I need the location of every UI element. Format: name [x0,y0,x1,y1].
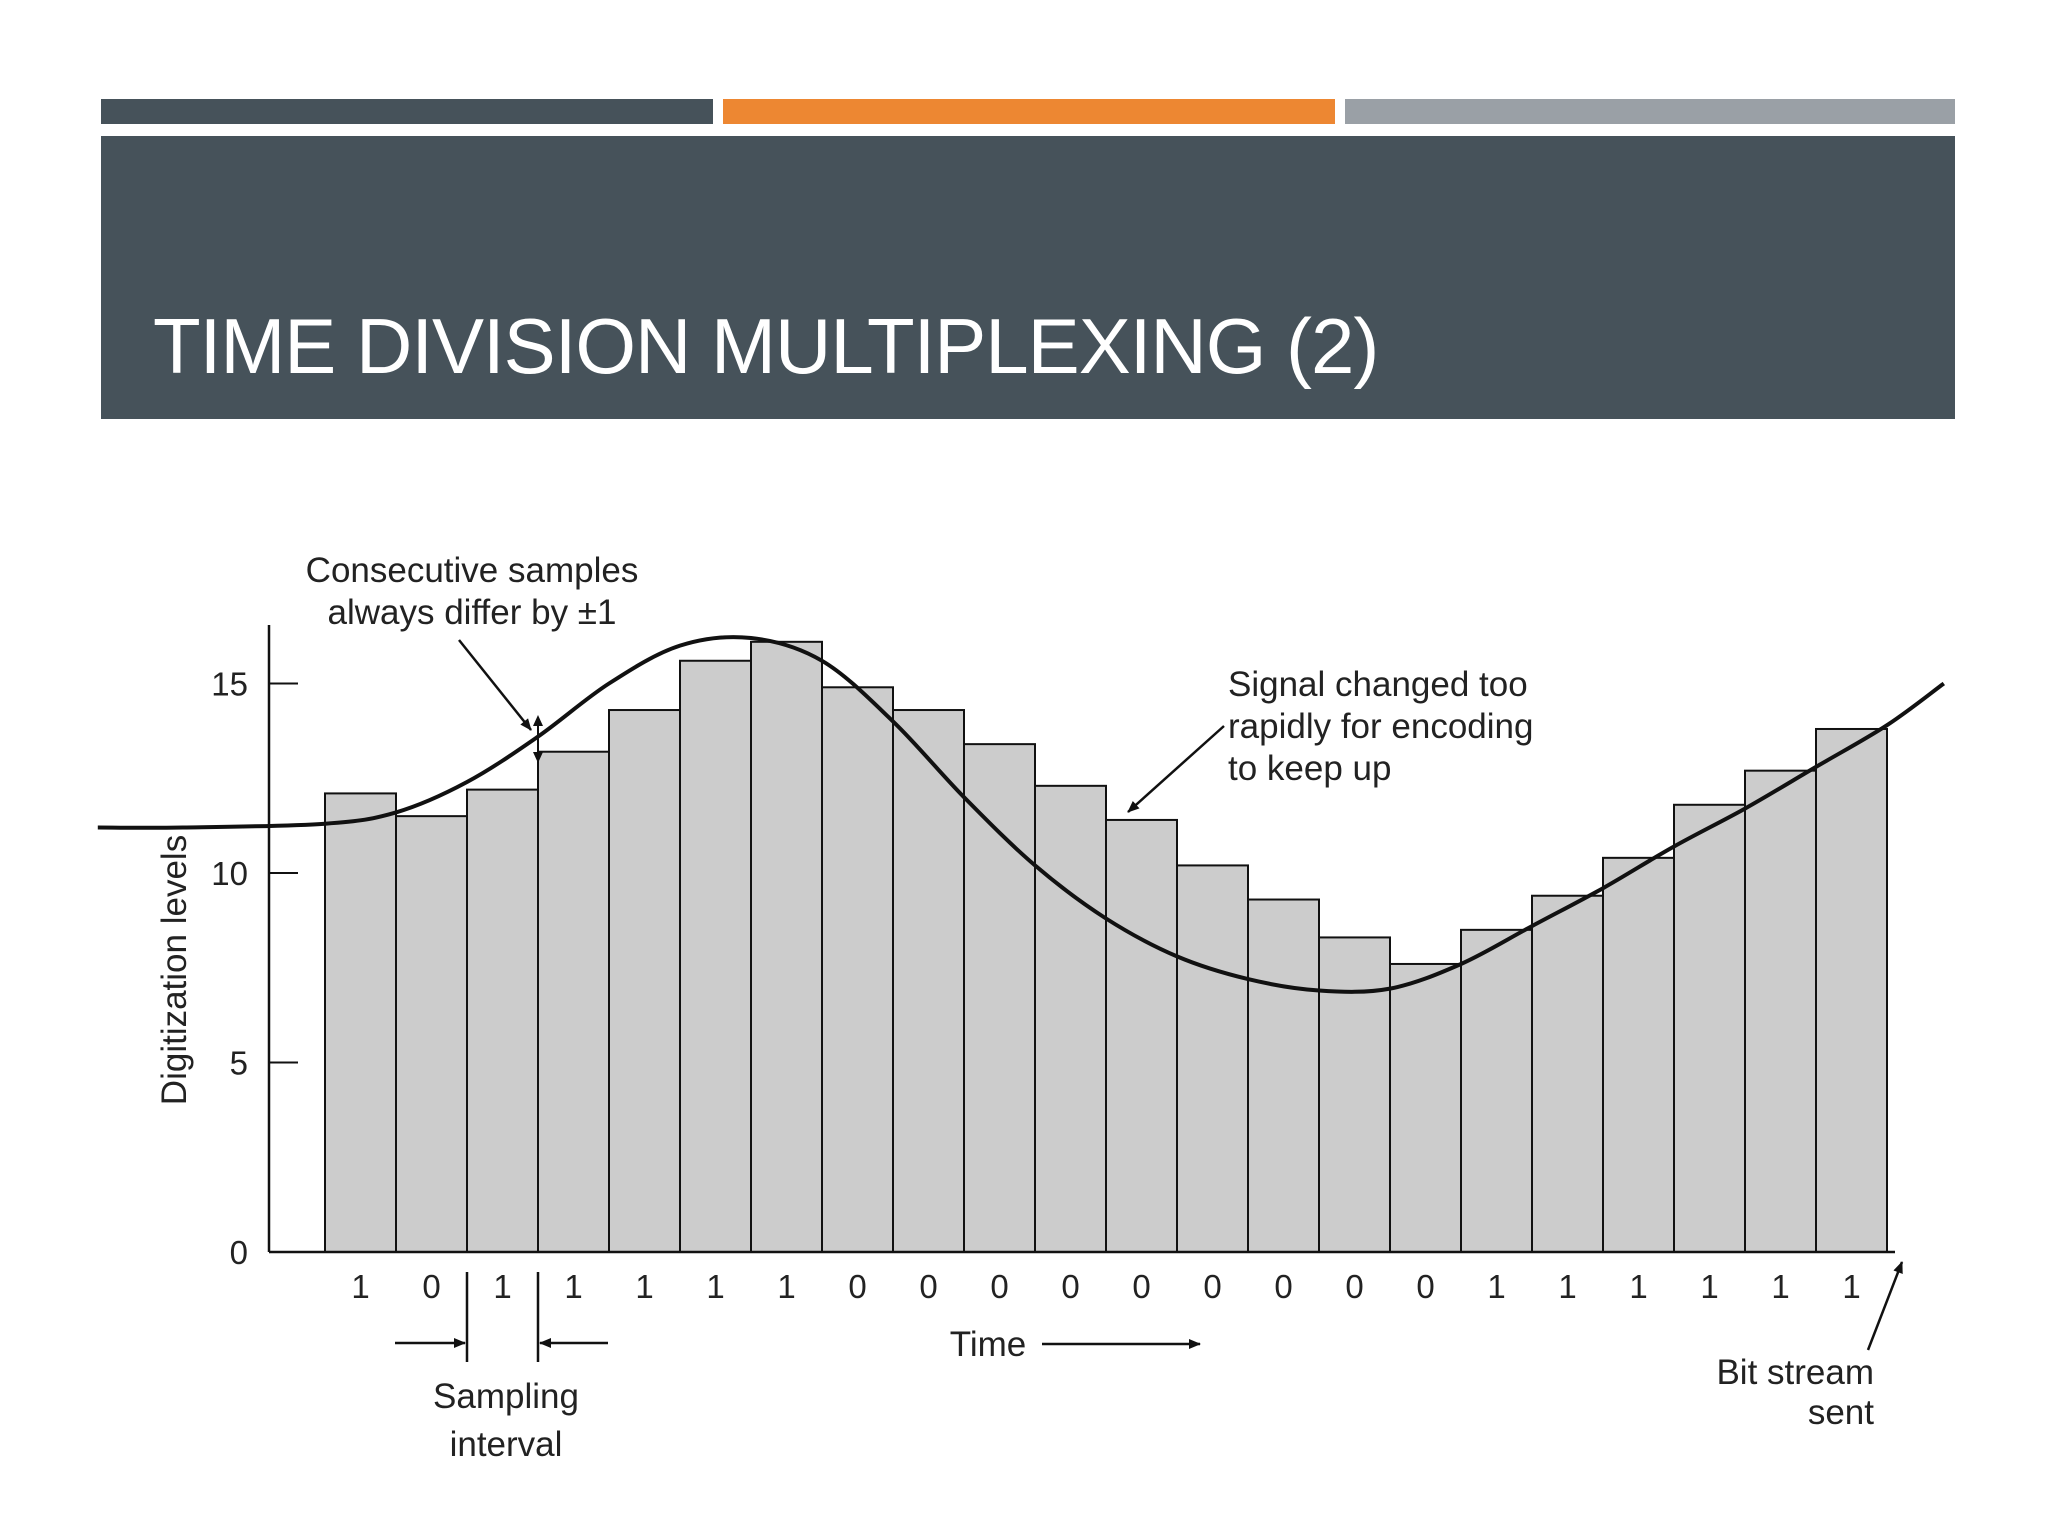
sample-bar [1460,928,1533,1253]
bit-stream-line2: sent [1808,1393,1874,1432]
title-banner: TIME DIVISION MULTIPLEXING (2) [101,136,1955,419]
bit-label: 1 [1629,1268,1647,1305]
sampling-interval-line1: Sampling [433,1377,579,1416]
signal-changed-arrow [1127,725,1225,813]
sample-bar [608,709,681,1253]
consecutive-samples-arrow [458,639,532,731]
signal-changed-line2: rapidly for encoding [1228,707,1533,746]
y-tick-label: 15 [211,666,248,703]
consecutive-samples-line2: always differ by ±1 [328,593,617,632]
bit-label: 1 [564,1268,582,1305]
sample-bar [395,815,468,1254]
bit-label: 0 [422,1268,440,1305]
bit-label: 1 [777,1268,795,1305]
y-tick-label: 0 [230,1234,248,1271]
bit-label: 0 [1345,1268,1363,1305]
sample-bar [1105,818,1178,1253]
bit-label: 0 [1416,1268,1434,1305]
sample-bar [821,686,894,1253]
bit-label: 1 [635,1268,653,1305]
bit-labels: 1 0 1 1 1 1 1 0 0 0 0 0 0 0 0 0 1 1 1 1 1 1 [351,1268,1860,1305]
bit-label: 0 [848,1268,866,1305]
sample-bar [750,640,823,1253]
y-tick-label: 5 [230,1045,248,1082]
sample-bar [1389,962,1462,1254]
bars-layer [324,640,1888,1254]
sample-bar [1673,803,1746,1254]
bit-label: 1 [1771,1268,1789,1305]
sample-bar [1247,898,1320,1254]
bit-label: 0 [1274,1268,1292,1305]
bit-label: 1 [706,1268,724,1305]
bit-label: 1 [1487,1268,1505,1305]
sample-bar [892,709,965,1253]
sample-bar [324,792,397,1253]
accent-bar-gray [1345,99,1955,124]
sample-bar [1602,856,1675,1254]
sample-bar [1531,894,1604,1253]
plus-minus-one-arrows [533,715,543,763]
bit-label: 1 [1700,1268,1718,1305]
bit-label: 1 [493,1268,511,1305]
sample-bar [1176,864,1249,1253]
sample-bar [537,750,610,1253]
sample-bar [679,659,752,1253]
bit-label: 0 [1203,1268,1221,1305]
signal-curve [97,635,1945,994]
sample-bar [466,788,539,1253]
bit-label: 1 [1842,1268,1860,1305]
bit-label: 0 [1132,1268,1150,1305]
sample-bar [1744,769,1817,1253]
signal-changed-line1: Signal changed too [1228,665,1528,704]
accent-bar-orange [723,99,1335,124]
consecutive-samples-line1: Consecutive samples [306,551,639,590]
y-ticks: 0 5 10 15 [211,666,298,1271]
bit-stream-arrow [1866,1261,1904,1351]
signal-changed-line3: to keep up [1228,749,1391,788]
y-axis-label: Digitization levels [155,835,194,1105]
x-axis-label: Time [950,1325,1026,1364]
sample-bar [1034,784,1107,1254]
sample-bar [963,743,1036,1253]
sample-bar [1815,727,1888,1253]
y-tick-label: 10 [211,855,248,892]
bit-label: 0 [919,1268,937,1305]
bit-label: 1 [1558,1268,1576,1305]
bit-label: 1 [351,1268,369,1305]
accent-bar-dark [101,99,713,124]
sample-bar [1318,936,1391,1253]
slide-title: TIME DIVISION MULTIPLEXING (2) [153,302,1379,390]
bit-stream-line1: Bit stream [1716,1353,1874,1392]
bit-label: 0 [1061,1268,1079,1305]
sampling-interval-line2: interval [450,1425,563,1464]
bit-label: 0 [990,1268,1008,1305]
